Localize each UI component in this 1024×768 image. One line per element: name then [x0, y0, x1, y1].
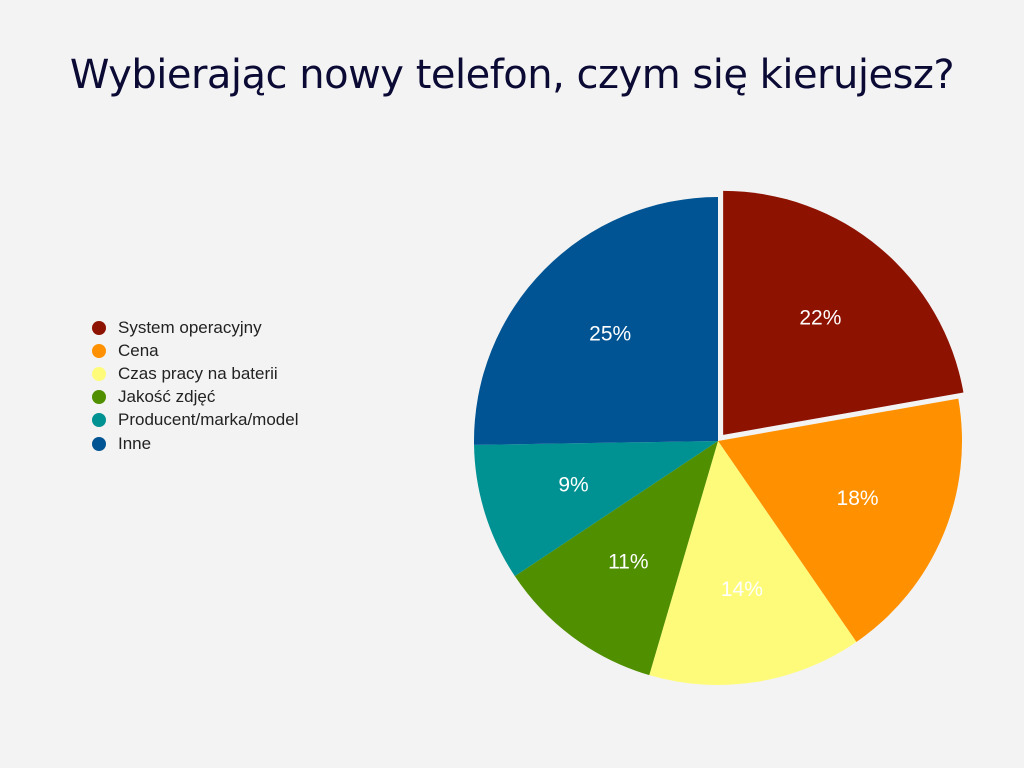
slice-percentage-label: 22% — [799, 307, 841, 330]
legend-item-inne: Inne — [92, 432, 298, 455]
slice-percentage-label: 25% — [589, 322, 631, 345]
pie-slice-cena — [718, 398, 962, 642]
legend-item-jakosc-zdjec: Jakość zdjęć — [92, 386, 298, 409]
legend-item-czas-pracy: Czas pracy na baterii — [92, 362, 298, 385]
legend-swatch-icon — [92, 366, 106, 381]
slice-percentage-label: 18% — [837, 487, 879, 510]
pie-slice-jako-zdj- — [514, 441, 718, 676]
slice-percentage-label: 11% — [608, 550, 648, 573]
legend-swatch-icon — [92, 320, 106, 335]
pie-slice-producent-marka-model — [474, 441, 718, 577]
legend-label: Cena — [118, 340, 159, 360]
legend-item-system-operacyjny: System operacyjny — [92, 316, 298, 339]
chart-title: Wybierając nowy telefon, czym się kieruj… — [69, 52, 955, 98]
legend-swatch-icon — [92, 436, 106, 451]
legend: System operacyjny Cena Czas pracy na bat… — [92, 316, 298, 455]
pie-slice-inne — [473, 197, 718, 445]
legend-label: Czas pracy na baterii — [118, 363, 278, 383]
legend-swatch-icon — [92, 390, 106, 405]
legend-item-producent: Producent/marka/model — [92, 409, 298, 432]
pie-slice-system-operacyjny — [723, 190, 964, 435]
legend-swatch-icon — [92, 413, 106, 428]
slice-percentage-label: 9% — [558, 473, 588, 496]
legend-label: Jakość zdjęć — [118, 387, 216, 407]
pie-slice-czas-pracy-na-baterii — [649, 441, 857, 685]
legend-swatch-icon — [92, 343, 106, 358]
legend-item-cena: Cena — [92, 339, 298, 362]
slice-percentage-label: 14% — [721, 578, 763, 601]
legend-label: System operacyjny — [118, 317, 262, 337]
legend-label: Producent/marka/model — [118, 410, 299, 430]
legend-label: Inne — [118, 433, 152, 453]
